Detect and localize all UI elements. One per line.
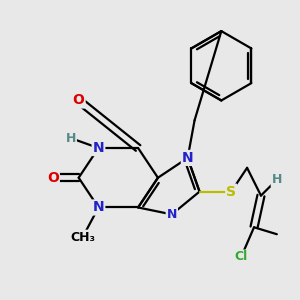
Text: O: O <box>47 171 59 185</box>
Text: S: S <box>226 184 236 199</box>
Text: H: H <box>272 173 282 186</box>
Text: N: N <box>93 200 104 214</box>
Text: O: O <box>73 94 85 107</box>
Text: N: N <box>93 141 104 155</box>
Text: N: N <box>182 151 194 165</box>
Text: N: N <box>167 208 177 221</box>
Text: H: H <box>66 132 76 145</box>
Text: Cl: Cl <box>235 250 248 263</box>
Text: CH₃: CH₃ <box>70 231 95 244</box>
